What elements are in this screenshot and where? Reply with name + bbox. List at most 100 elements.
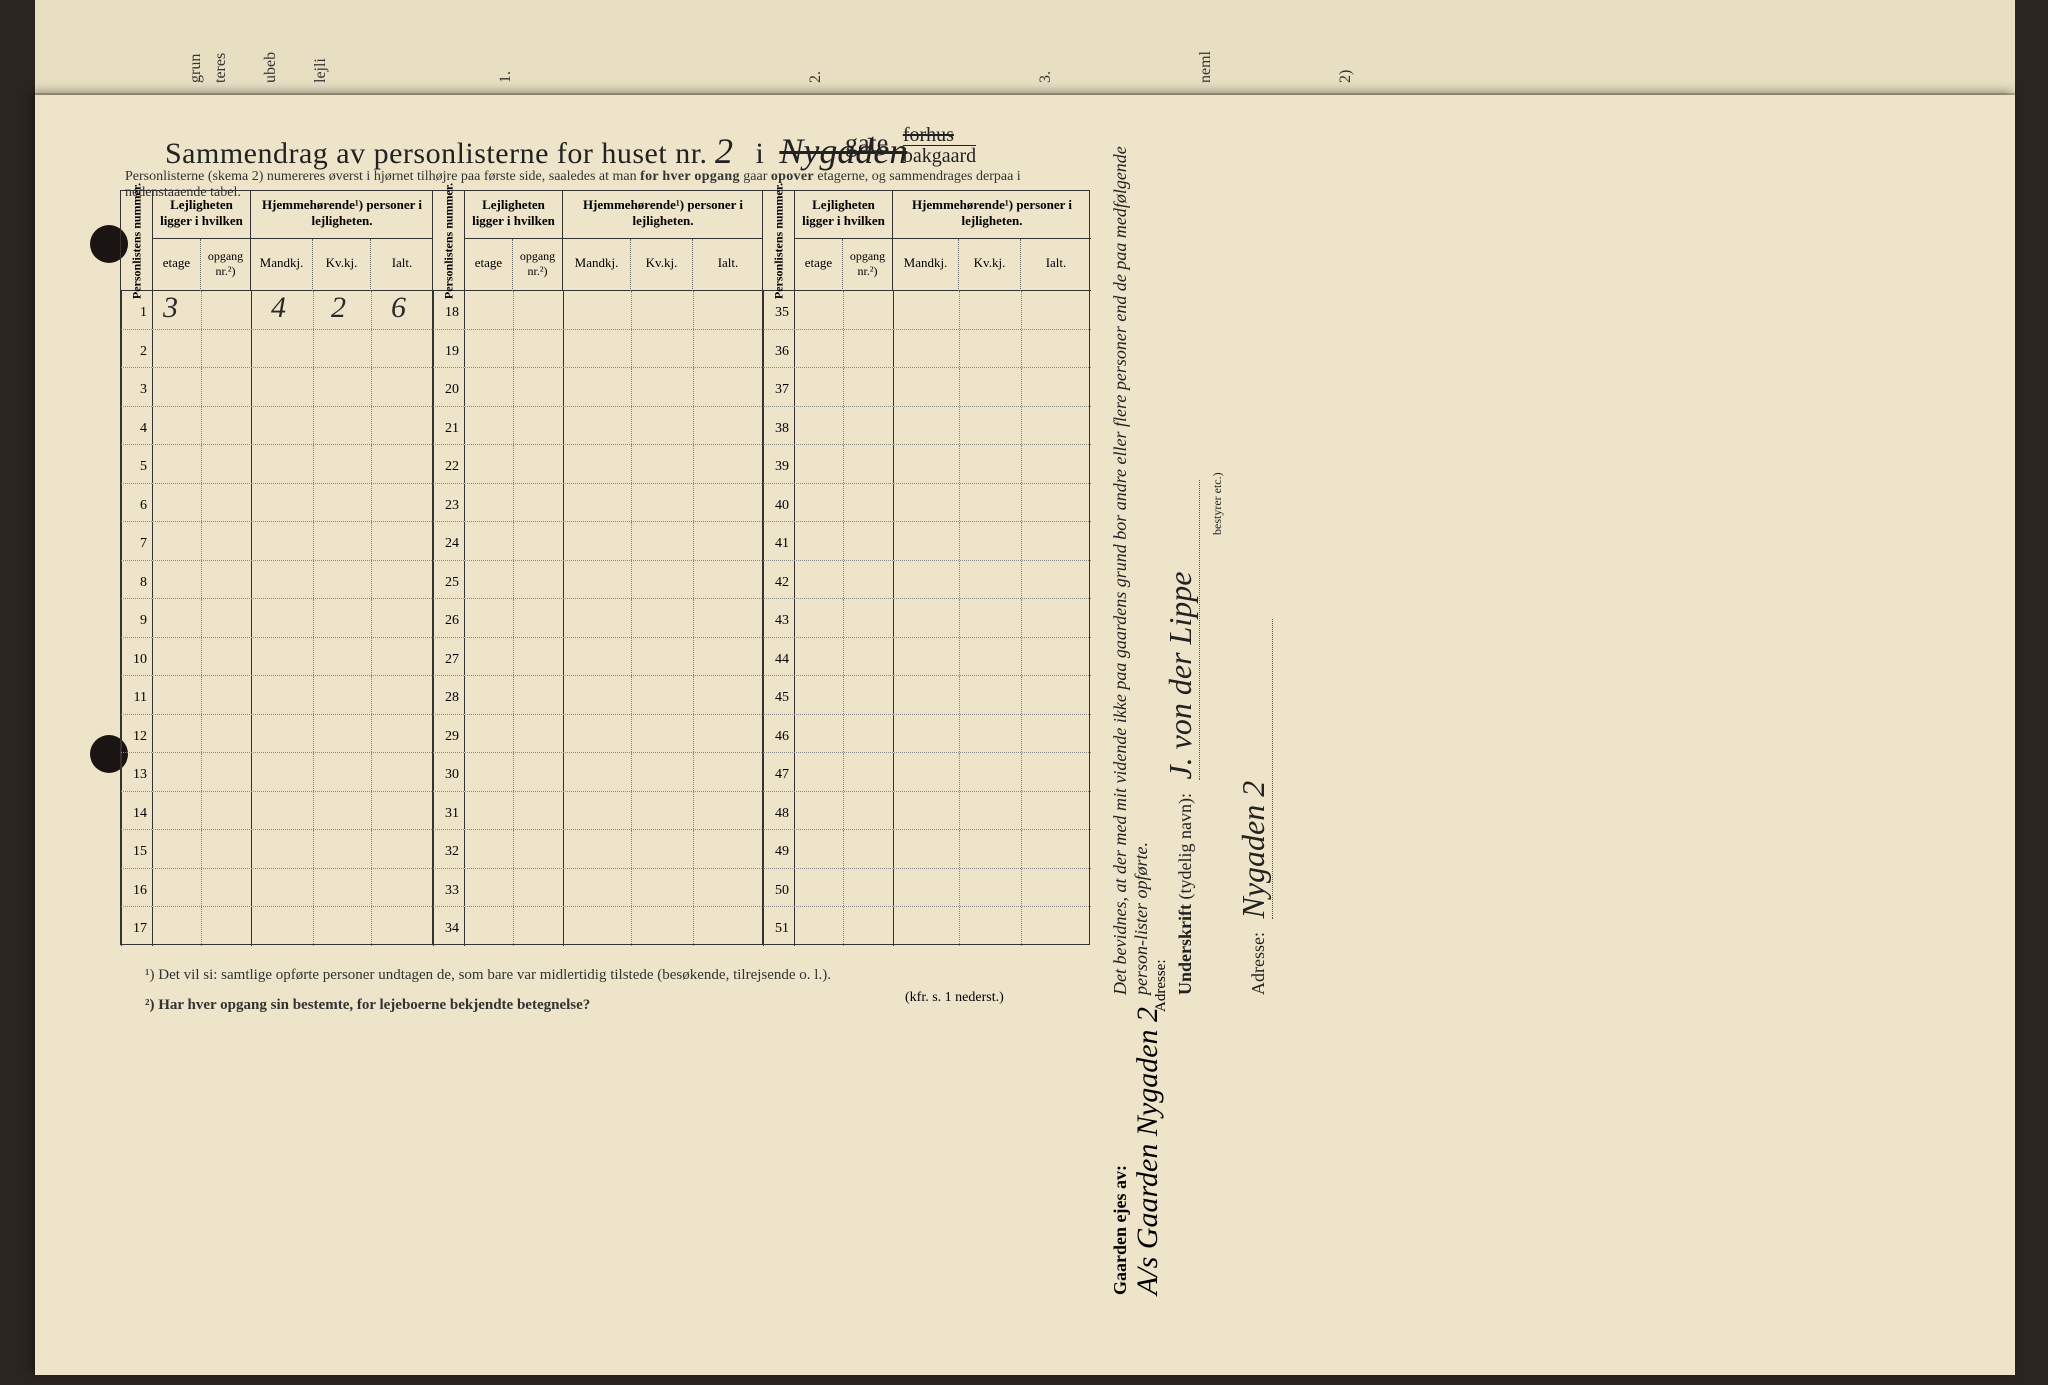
table-row: 50 — [763, 869, 1091, 908]
row-number: 5 — [121, 445, 153, 483]
table-row: 41 — [763, 522, 1091, 561]
gate-label: gate — [845, 128, 888, 157]
table-row: 35 — [763, 291, 1091, 330]
row-number: 37 — [763, 368, 795, 406]
row-number: 2 — [121, 330, 153, 368]
row-number: 51 — [763, 907, 795, 946]
col-hjemmehoerende: Hjemmehørende¹) personer i lejligheten. — [563, 191, 763, 239]
footnote-kfr: (kfr. s. 1 nederst.) — [905, 990, 1004, 1006]
table-row: 46 — [763, 715, 1091, 754]
row-number: 17 — [121, 907, 153, 946]
row-number: 39 — [763, 445, 795, 483]
hw-etage: 3 — [163, 291, 178, 325]
table-rows: 3536373839404142434445464748495051 — [763, 291, 1091, 944]
row-number: 21 — [433, 407, 465, 445]
col-ialt: Ialt. — [1021, 239, 1091, 291]
col-opgang: opgang nr.²) — [843, 239, 893, 291]
col-lejlighet: Lejligheten ligger i hvilken — [795, 191, 893, 239]
adresse-label: Adresse: — [1248, 932, 1268, 995]
table-row: 39 — [763, 445, 1091, 484]
marginal-label: 1. — [497, 71, 515, 83]
row-number: 46 — [763, 715, 795, 753]
footnote-2: ²) Har hver opgang sin bestemte, for lej… — [145, 990, 831, 1020]
marginal-label: grun — [187, 54, 205, 83]
row-number: 3 — [121, 368, 153, 406]
row-number: 29 — [433, 715, 465, 753]
table-row: 16 — [121, 869, 432, 908]
marginal-label: 3. — [1037, 71, 1055, 83]
table-row: 44 — [763, 638, 1091, 677]
attestation-block: Det bevidnes, at der med mit vidende ikk… — [1110, 115, 1340, 995]
row-number: 22 — [433, 445, 465, 483]
table-row: 47 — [763, 753, 1091, 792]
document-page: Sammendrag av personlisterne for huset n… — [35, 95, 2015, 1375]
table-block-2: Personlistens nummer. Lejligheten ligger… — [433, 191, 763, 944]
row-number: 31 — [433, 792, 465, 830]
table-row: 26 — [433, 599, 762, 638]
col-ialt: Ialt. — [693, 239, 763, 291]
row-number: 47 — [763, 753, 795, 791]
marginal-label: lejli — [312, 58, 330, 83]
table-block-1: Personlistens nummer. Lejligheten ligger… — [121, 191, 433, 944]
table-block-3: Personlistens nummer. Lejligheten ligger… — [763, 191, 1091, 944]
table-row: 20 — [433, 368, 762, 407]
row-number: 40 — [763, 484, 795, 522]
row-number: 8 — [121, 561, 153, 599]
row-number: 16 — [121, 869, 153, 907]
row-number: 32 — [433, 830, 465, 868]
table-row: 30 — [433, 753, 762, 792]
table-row: 36 — [763, 330, 1091, 369]
col-kvkj: Kv.kj. — [959, 239, 1021, 291]
row-number: 42 — [763, 561, 795, 599]
table-row: 6 — [121, 484, 432, 523]
col-kvkj: Kv.kj. — [313, 239, 371, 291]
row-number: 48 — [763, 792, 795, 830]
row-number: 12 — [121, 715, 153, 753]
row-number: 25 — [433, 561, 465, 599]
col-personlistens: Personlistens nummer. — [433, 191, 465, 290]
table-row: 21 — [433, 407, 762, 446]
adresse-hw: Nygaden 2 — [1235, 619, 1273, 919]
footnote-1: ¹) Det vil si: samtlige opførte personer… — [145, 960, 831, 990]
table-row: 49 — [763, 830, 1091, 869]
marginal-label: 2) — [1337, 70, 1355, 83]
bestyrer-note: bestyrer etc.) — [1210, 115, 1225, 535]
table-row: 48 — [763, 792, 1091, 831]
row-number: 23 — [433, 484, 465, 522]
col-hjemmehoerende: Hjemmehørende¹) personer i lejligheten. — [251, 191, 433, 239]
table-row: 10 — [121, 638, 432, 677]
row-number: 14 — [121, 792, 153, 830]
forhus-label: forhus — [903, 125, 976, 146]
marginal-label: teres — [212, 53, 230, 83]
marginal-label: ubeb — [262, 52, 280, 83]
table-row: 38 — [763, 407, 1091, 446]
house-number-hw: 2 — [715, 131, 733, 171]
bevidnes-text: Det bevidnes, at der med mit vidende ikk… — [1110, 115, 1152, 995]
hw-ialt: 6 — [391, 291, 406, 325]
row-number: 30 — [433, 753, 465, 791]
col-personlistens: Personlistens nummer. — [763, 191, 795, 290]
col-hjemmehoerende: Hjemmehørende¹) personer i lejligheten. — [893, 191, 1091, 239]
col-etage: etage — [795, 239, 843, 291]
table-row: 7 — [121, 522, 432, 561]
table-row: 33 — [433, 869, 762, 908]
row-number: 34 — [433, 907, 465, 946]
row-number: 38 — [763, 407, 795, 445]
marginal-label: neml — [1197, 51, 1215, 83]
table-header: Personlistens nummer. Lejligheten ligger… — [433, 191, 762, 291]
row-number: 50 — [763, 869, 795, 907]
row-number: 7 — [121, 522, 153, 560]
underskrift-label: Underskrift — [1175, 904, 1195, 995]
table-row: 43 — [763, 599, 1091, 638]
row-number: 1 — [121, 291, 153, 329]
table-row: 15 — [121, 830, 432, 869]
row-number: 45 — [763, 676, 795, 714]
col-kvkj: Kv.kj. — [631, 239, 693, 291]
table-row: 14 — [121, 792, 432, 831]
table-row: 2 — [121, 330, 432, 369]
table-row: 51 — [763, 907, 1091, 946]
hw-mandkj: 4 — [271, 291, 286, 325]
table-row: 3 — [121, 368, 432, 407]
row-number: 13 — [121, 753, 153, 791]
table-row: 13 — [121, 753, 432, 792]
